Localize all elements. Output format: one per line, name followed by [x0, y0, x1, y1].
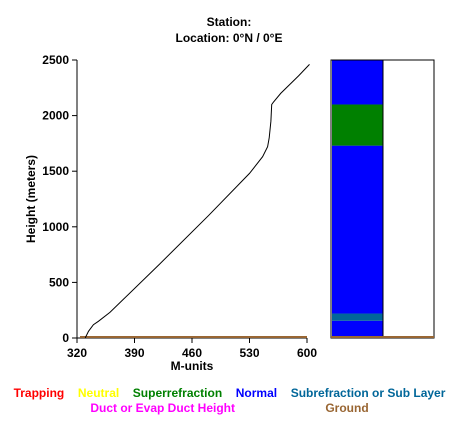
legend-ground: Ground — [325, 401, 368, 415]
legend-duct-or-evap-duct-height: Duct or Evap Duct Height — [90, 401, 235, 415]
location-title: Location: 0°N / 0°E — [176, 31, 283, 45]
refractivity-column — [332, 60, 384, 338]
legend-row-2: Duct or Evap Duct Height Ground — [90, 401, 368, 415]
column-layer-normal — [332, 145, 383, 314]
x-tick-label: 390 — [124, 346, 144, 360]
legend-superrefraction: Superrefraction — [133, 386, 222, 400]
y-tick-label: 1500 — [42, 164, 69, 178]
x-tick-label: 320 — [67, 346, 87, 360]
column-layer-normal — [332, 320, 383, 338]
y-tick-label: 500 — [49, 275, 69, 289]
x-axis-label: M-units — [171, 359, 214, 373]
legend-subrefraction-or-sub-layer: Subrefraction or Sub Layer — [291, 386, 446, 400]
m-unit-profile-line — [84, 64, 310, 339]
column-layer-subrefraction-or-sub-layer — [332, 313, 383, 321]
column-layer-normal — [332, 60, 383, 105]
y-tick-label: 1000 — [42, 220, 69, 234]
legend-normal: Normal — [236, 386, 277, 400]
x-tick-label: 460 — [182, 346, 202, 360]
y-axis-label: Height (meters) — [24, 155, 38, 243]
column-layer-superrefraction — [332, 104, 383, 146]
y-tick-label: 0 — [62, 331, 69, 345]
x-tick-group: 320 390 460 530 600 — [67, 338, 317, 360]
station-title: Station: — [207, 15, 252, 29]
y-tick-label: 2500 — [42, 53, 69, 67]
legend-row-1: Trapping Neutral Superrefraction Normal Subr… — [14, 386, 446, 400]
x-tick-label: 600 — [297, 346, 317, 360]
y-tick-label: 2000 — [42, 109, 69, 123]
legend-trapping: Trapping — [14, 386, 65, 400]
x-tick-label: 530 — [239, 346, 259, 360]
legend-neutral: Neutral — [78, 386, 119, 400]
y-tick-group: 0 500 1000 1500 2000 2500 — [42, 53, 77, 345]
